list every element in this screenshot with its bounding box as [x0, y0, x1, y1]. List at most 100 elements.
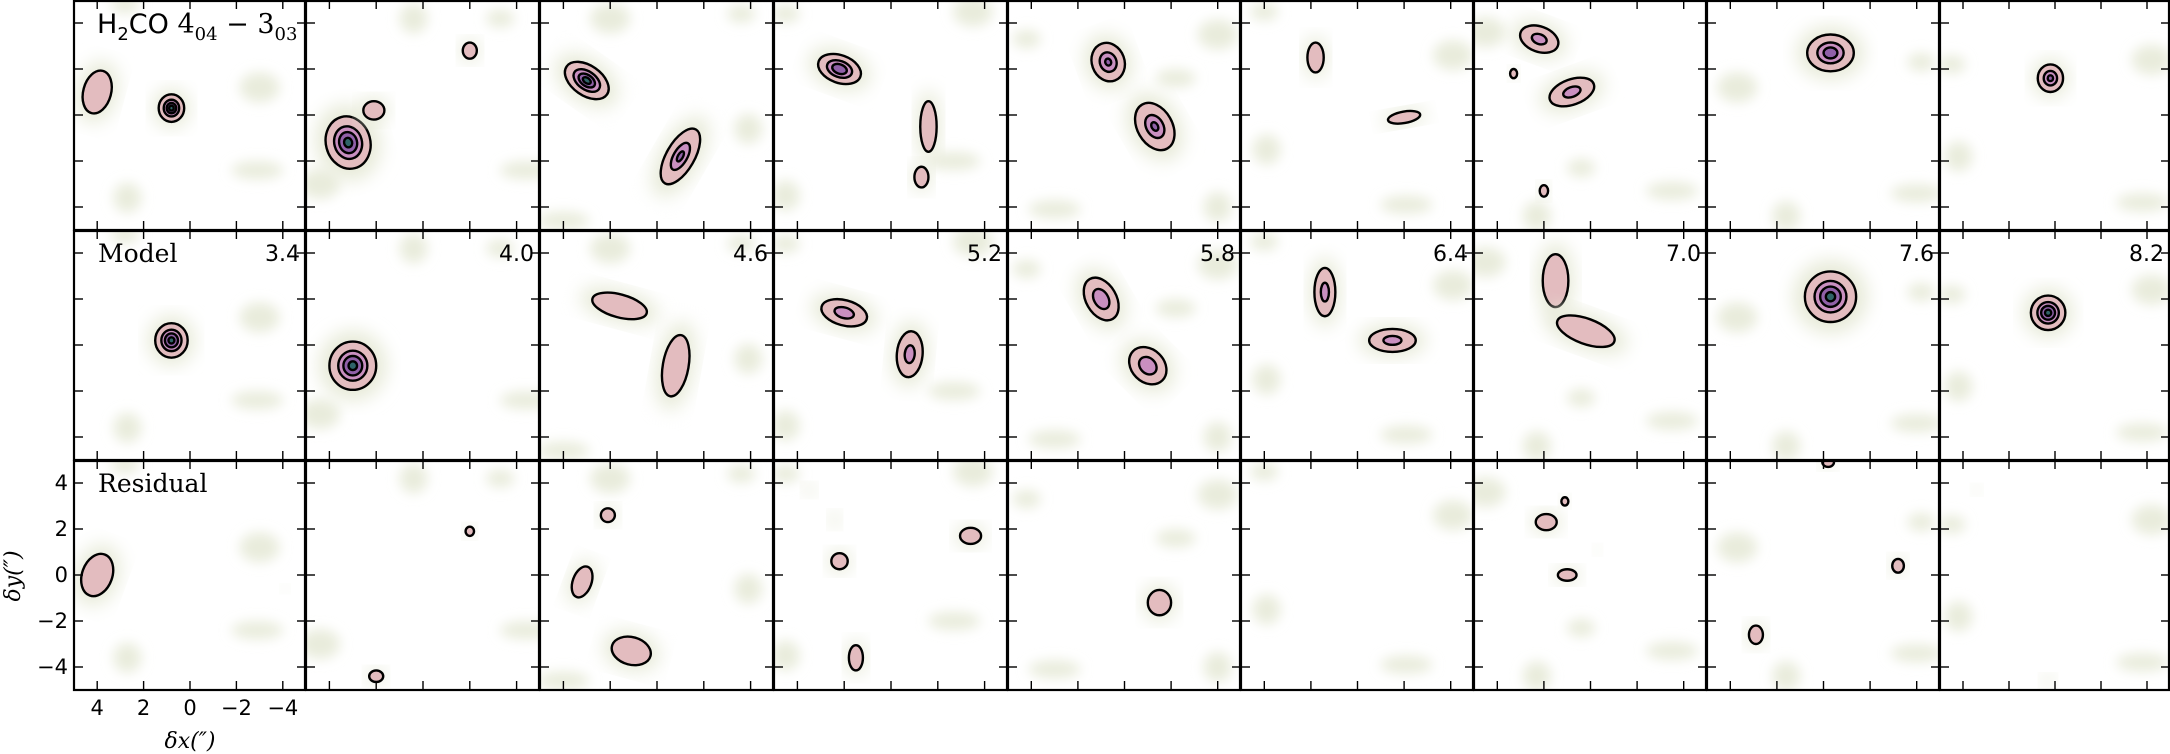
emission-blob: [318, 330, 387, 401]
noise-patch: [1155, 69, 1196, 88]
noise-patch: [952, 230, 993, 257]
emission-blob: [808, 47, 871, 91]
velocity-label: 5.2: [967, 242, 1002, 267]
noise-patch: [928, 382, 981, 400]
noise-patch: [1197, 19, 1238, 50]
title-molecule-subscript: 2: [117, 24, 128, 45]
panel-model-7.6: 7.6: [1705, 229, 1941, 462]
noise-patch: [590, 233, 631, 264]
emission-blob: [463, 524, 476, 538]
contour-level-4: [167, 104, 175, 112]
panel-data-7.6: [1705, 0, 1941, 232]
noise-patch: [1907, 53, 1936, 72]
panel-model-5.2: 5.2: [772, 229, 1009, 462]
noise-patch: [2116, 193, 2169, 212]
contour-level-1: [919, 99, 938, 153]
emission-blob: [1889, 555, 1907, 576]
panel-ticks: [74, 0, 306, 230]
panel-model-6.4: 6.4: [1239, 229, 1475, 462]
noise-patch: [928, 152, 981, 170]
contour-level-3: [1103, 57, 1113, 67]
emission-blob: [2032, 58, 2069, 99]
noise-patch: [590, 3, 631, 34]
blob-halo: [802, 483, 816, 497]
velocity-label: 5.8: [1200, 242, 1235, 267]
noise-patch: [1433, 40, 1474, 71]
panel-data-3.4: [72, 0, 307, 232]
noise-patch: [1197, 249, 1238, 280]
noise-patch: [1028, 430, 1081, 449]
noise-patch: [231, 621, 284, 640]
noise-patch: [1203, 422, 1232, 452]
noise-patch: [113, 182, 142, 213]
noise-patch: [306, 169, 341, 199]
emission-blob: [1536, 242, 1575, 319]
contour-level-1: [660, 333, 691, 398]
noise-patch: [774, 234, 800, 253]
noise-patch: [1522, 661, 1551, 690]
contour-level-2: [1562, 85, 1582, 99]
noise-patch: [734, 113, 763, 144]
noise-patch: [1028, 660, 1081, 679]
emission-blob: [955, 524, 986, 548]
noise-patch: [1890, 414, 1940, 433]
contour-level-1: [461, 41, 479, 60]
panel-residual-4.0: [304, 459, 541, 692]
noise-patch: [1474, 477, 1506, 508]
noise-patch: [1717, 532, 1758, 563]
panel-data-7.0: [1472, 0, 1708, 232]
panel-data-8.2: [1938, 0, 2170, 232]
noise-patch: [1012, 30, 1041, 49]
noise-patch: [727, 464, 756, 483]
noise-patch: [499, 391, 540, 410]
emission-blob: [911, 162, 932, 193]
emission-blob: [1539, 71, 1605, 113]
contour-level-3: [1822, 46, 1839, 60]
noise-patch: [1380, 655, 1433, 674]
noise-patch: [231, 161, 284, 180]
panel-data-6.4: [1239, 0, 1475, 232]
emission-blob: [1380, 108, 1428, 127]
contour-level-1: [1541, 252, 1570, 309]
row-label-model: Model: [98, 239, 177, 268]
noise-patch: [2131, 274, 2170, 305]
noise-patch: [1907, 513, 1936, 532]
emission-blob: [459, 38, 480, 63]
noise-patch: [1203, 652, 1232, 682]
contour-level-4: [2043, 308, 2053, 318]
y-tick-label: 0: [55, 563, 68, 587]
noise-patch: [1155, 529, 1196, 548]
panel-residual-7.0: [1472, 459, 1708, 692]
noise-patch: [1567, 618, 1596, 637]
velocity-label: 7.6: [1899, 242, 1934, 267]
noise-patch: [734, 343, 763, 374]
noise-patch: [774, 4, 800, 23]
noise-patch: [1646, 411, 1699, 430]
panel-data-5.8: [1006, 0, 1242, 232]
velocity-label: 4.6: [733, 242, 768, 267]
blob-halo: [1971, 484, 1982, 495]
contour-level-4: [167, 336, 176, 345]
noise-patch: [486, 239, 515, 258]
panel-model-5.8: 5.8: [1006, 229, 1242, 462]
emission-blob: [1511, 19, 1567, 59]
contour-level-1: [570, 565, 594, 599]
contour-level-1: [79, 552, 115, 598]
noise-patch: [1474, 247, 1506, 278]
contour-level-4: [347, 360, 359, 372]
contour-level-1: [1555, 314, 1616, 349]
noise-patch: [2131, 44, 2170, 75]
emission-blob: [2023, 287, 2074, 338]
noise-patch: [1646, 641, 1699, 660]
velocity-label: 3.4: [265, 242, 300, 267]
noise-patch: [1028, 200, 1081, 219]
contour-level-4: [342, 136, 354, 149]
noise-patch: [1717, 72, 1758, 103]
noise-patch: [928, 612, 981, 630]
emission-blob: [1075, 268, 1127, 330]
contour-level-1: [362, 100, 386, 121]
emission-blob: [366, 667, 387, 685]
emission-blob: [802, 483, 816, 497]
contour-level-1: [1508, 67, 1519, 80]
